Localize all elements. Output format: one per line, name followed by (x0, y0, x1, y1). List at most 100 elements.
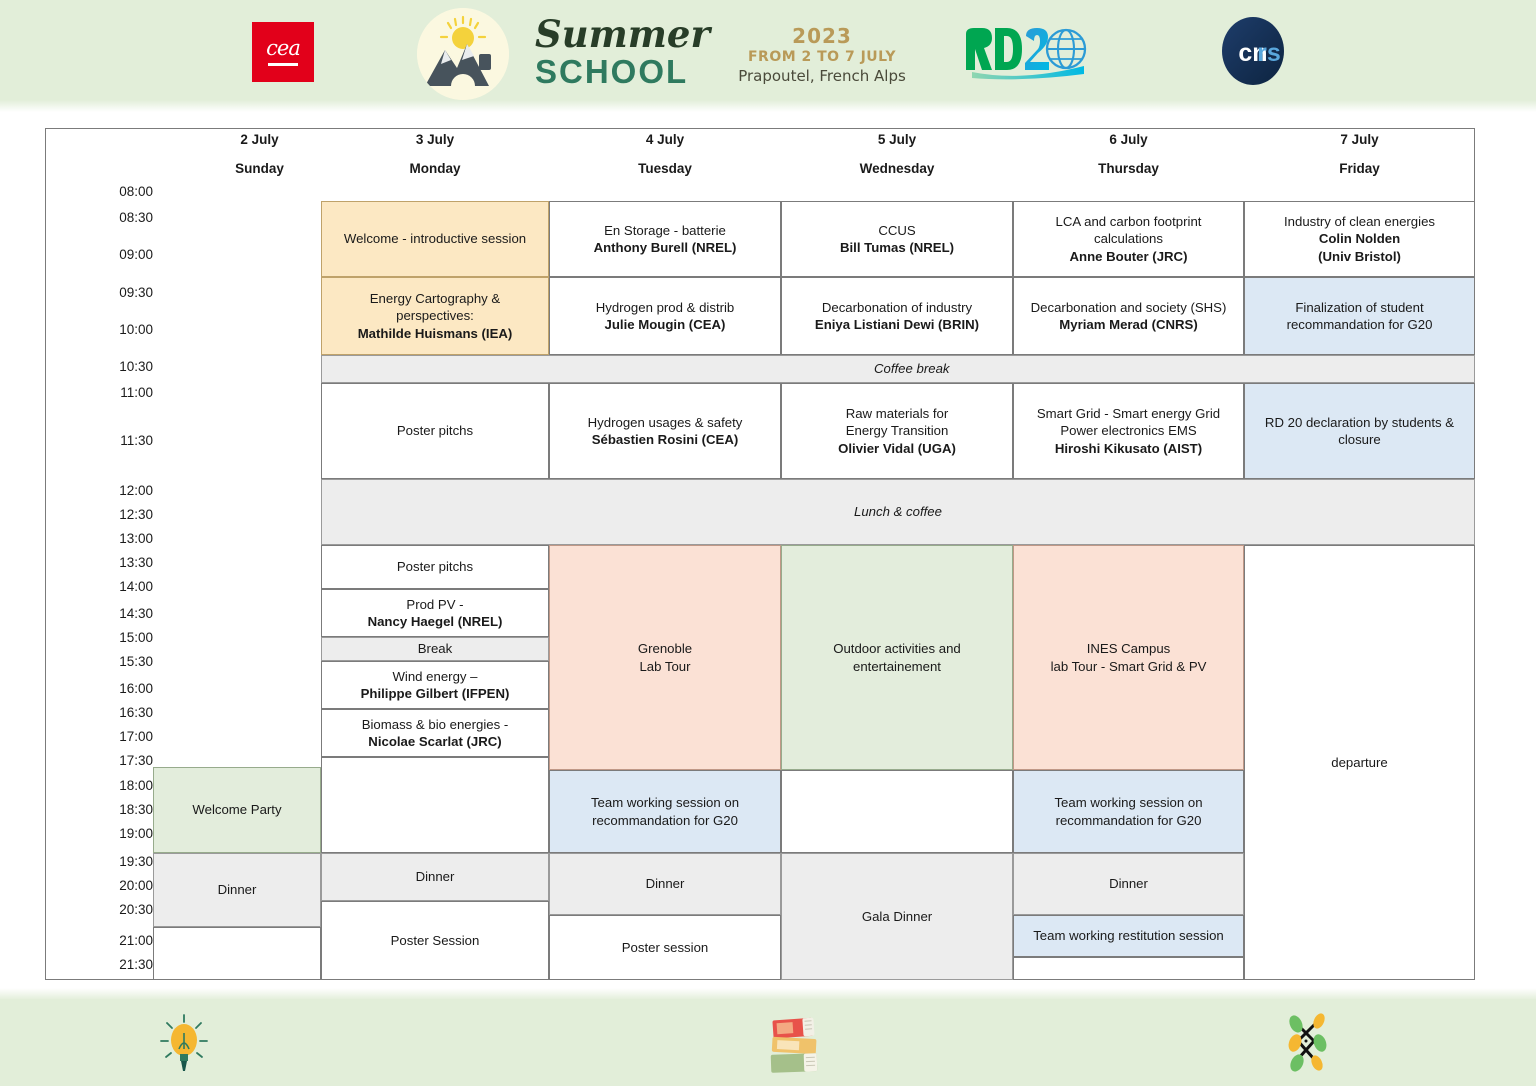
session-cell[interactable]: Poster session (549, 915, 781, 980)
session-cell[interactable]: Dinner (321, 853, 549, 901)
session-speaker: Julie Mougin (CEA) (604, 317, 726, 332)
session-title-2: lab Tour - Smart Grid & PV (1050, 658, 1207, 674)
session-cell[interactable]: Hydrogen prod & distrib Julie Mougin (CE… (549, 277, 781, 355)
session-cell[interactable]: Dinner (549, 853, 781, 915)
session-title: Hydrogen prod & distrib (595, 299, 735, 315)
footer-banner (0, 999, 1536, 1086)
header-banner: cea Summer SCHOOL (0, 0, 1536, 105)
session-cell[interactable]: Outdoor activities and entertainement (781, 545, 1013, 770)
session-cell[interactable]: Grenoble Lab Tour (549, 545, 781, 770)
session-cell[interactable]: Poster Session (321, 901, 549, 980)
session-cell[interactable]: Prod PV - Nancy Haegel (NREL) (321, 589, 549, 637)
session-title: En Storage - batterie (604, 222, 726, 238)
session-title: Dinner (415, 869, 455, 885)
session-cell[interactable]: Dinner (153, 853, 321, 927)
session-cell[interactable]: CCUS Bill Tumas (NREL) (781, 201, 1013, 277)
session-title: Raw materials for (845, 406, 949, 422)
session-cell[interactable]: Poster pitchs (321, 545, 549, 589)
session-cell[interactable]: Finalization of student recommandation f… (1244, 277, 1475, 355)
session-cell[interactable]: Welcome Party (153, 767, 321, 853)
session-cell[interactable]: Wind energy – Philippe Gilbert (IFPEN) (321, 661, 549, 709)
event-year: 2023 (792, 24, 852, 48)
session-cell[interactable]: Welcome - introductive session (321, 201, 549, 277)
cnrs-logo: cn rs (1218, 14, 1288, 88)
session-cell[interactable]: Raw materials for Energy Transition Oliv… (781, 383, 1013, 479)
session-title: Welcome Party (192, 802, 282, 818)
session-title: Poster pitchs (396, 559, 474, 575)
session-title: Prod PV - (406, 596, 464, 612)
session-title-2: Power electronics EMS (1060, 423, 1197, 439)
time-label: 08:00 (119, 184, 153, 199)
break-cell-coffee: Coffee break (321, 355, 1475, 383)
session-title-2: recommandation for G20 (1055, 812, 1202, 828)
empty-cell (781, 770, 1013, 853)
cea-logo: cea (252, 22, 314, 82)
session-cell[interactable]: Decarbonation of industry Eniya Listiani… (781, 277, 1013, 355)
session-cell[interactable]: Biomass & bio energies - Nicolae Scarlat… (321, 709, 549, 757)
session-title-2: entertainement (853, 658, 941, 674)
schedule-table: 2 July Sunday 3 July Monday 4 July Tuesd… (45, 128, 1475, 980)
session-cell[interactable]: departure (1244, 545, 1475, 980)
session-title: Team working session on (1054, 795, 1203, 811)
session-speaker: Nicolae Scarlat (JRC) (368, 734, 502, 749)
session-title: Decarbonation of industry (821, 299, 973, 315)
session-cell[interactable]: Industry of clean energies Colin Nolden … (1244, 201, 1475, 277)
session-speaker: Anne Bouter (JRC) (1069, 248, 1188, 264)
session-title: Poster Session (390, 932, 480, 948)
session-title: Outdoor activities and (833, 641, 961, 657)
session-speaker: Anthony Burell (NREL) (593, 240, 737, 255)
break-label: Coffee break (874, 361, 950, 377)
time-label: 17:00 (119, 729, 153, 744)
session-title: Decarbonation and society (SHS) (1030, 299, 1227, 315)
time-label: 10:00 (119, 322, 153, 337)
session-cell[interactable]: Team working restitution session (1013, 915, 1244, 957)
empty-cell (321, 757, 549, 853)
session-cell[interactable]: RD 20 declaration by students & closure (1244, 383, 1475, 479)
session-title: Welcome - introductive session (343, 231, 527, 247)
time-label: 13:00 (119, 531, 153, 546)
time-label: 20:30 (119, 902, 153, 917)
break-cell-lunch: Lunch & coffee (321, 479, 1475, 545)
time-label: 16:30 (119, 705, 153, 720)
session-cell[interactable]: Hydrogen usages & safety Sébastien Rosin… (549, 383, 781, 479)
event-location: Prapoutel, French Alps (738, 67, 906, 86)
cea-logo-text: cea (266, 36, 301, 61)
column-header-friday: 7 July Friday (1339, 132, 1380, 176)
session-title-2: Lab Tour (639, 658, 691, 674)
session-title: Hydrogen usages & safety (587, 414, 743, 430)
session-title: Energy Cartography & (369, 291, 501, 307)
time-label: 18:00 (119, 778, 153, 793)
session-title-2: Energy Transition (845, 423, 949, 439)
session-cell[interactable]: En Storage - batterie Anthony Burell (NR… (549, 201, 781, 277)
time-label: 21:30 (119, 957, 153, 972)
session-title-2: calculations (1094, 231, 1163, 247)
session-cell[interactable]: Dinner (1013, 853, 1244, 915)
footer-fade (0, 988, 1536, 1000)
time-label: 14:00 (119, 579, 153, 594)
header-fade (0, 100, 1536, 112)
session-cell[interactable]: INES Campus lab Tour - Smart Grid & PV (1013, 545, 1244, 770)
session-cell[interactable]: Gala Dinner (781, 853, 1013, 980)
session-cell[interactable]: Decarbonation and society (SHS) Myriam M… (1013, 277, 1244, 355)
summer-school-mountain-icon (417, 8, 509, 100)
time-label: 12:00 (119, 483, 153, 498)
session-title: Wind energy – (392, 668, 478, 684)
session-cell[interactable]: LCA and carbon footprint calculations An… (1013, 201, 1244, 277)
session-cell[interactable]: Smart Grid - Smart energy Grid Power ele… (1013, 383, 1244, 479)
session-title: Dinner (217, 882, 257, 898)
session-cell[interactable]: Team working session on recommandation f… (549, 770, 781, 853)
session-cell[interactable]: Energy Cartography & perspectives: Mathi… (321, 277, 549, 355)
time-label: 19:00 (119, 826, 153, 841)
session-title: RD 20 declaration by students & (1264, 414, 1455, 430)
cea-logo-bar (268, 63, 298, 66)
session-cell[interactable]: Team working session on recommandation f… (1013, 770, 1244, 853)
time-label: 15:00 (119, 630, 153, 645)
session-speaker: Eniya Listiani Dewi (BRIN) (814, 317, 980, 332)
time-label: 18:30 (119, 802, 153, 817)
session-speaker: Myriam Merad (CNRS) (1059, 317, 1198, 332)
time-label: 10:30 (119, 359, 153, 374)
session-cell[interactable]: Poster pitchs (321, 383, 549, 479)
session-speaker: Mathilde Huismans (IEA) (357, 325, 513, 341)
session-title: LCA and carbon footprint (1055, 214, 1202, 230)
time-label: 08:30 (119, 210, 153, 225)
